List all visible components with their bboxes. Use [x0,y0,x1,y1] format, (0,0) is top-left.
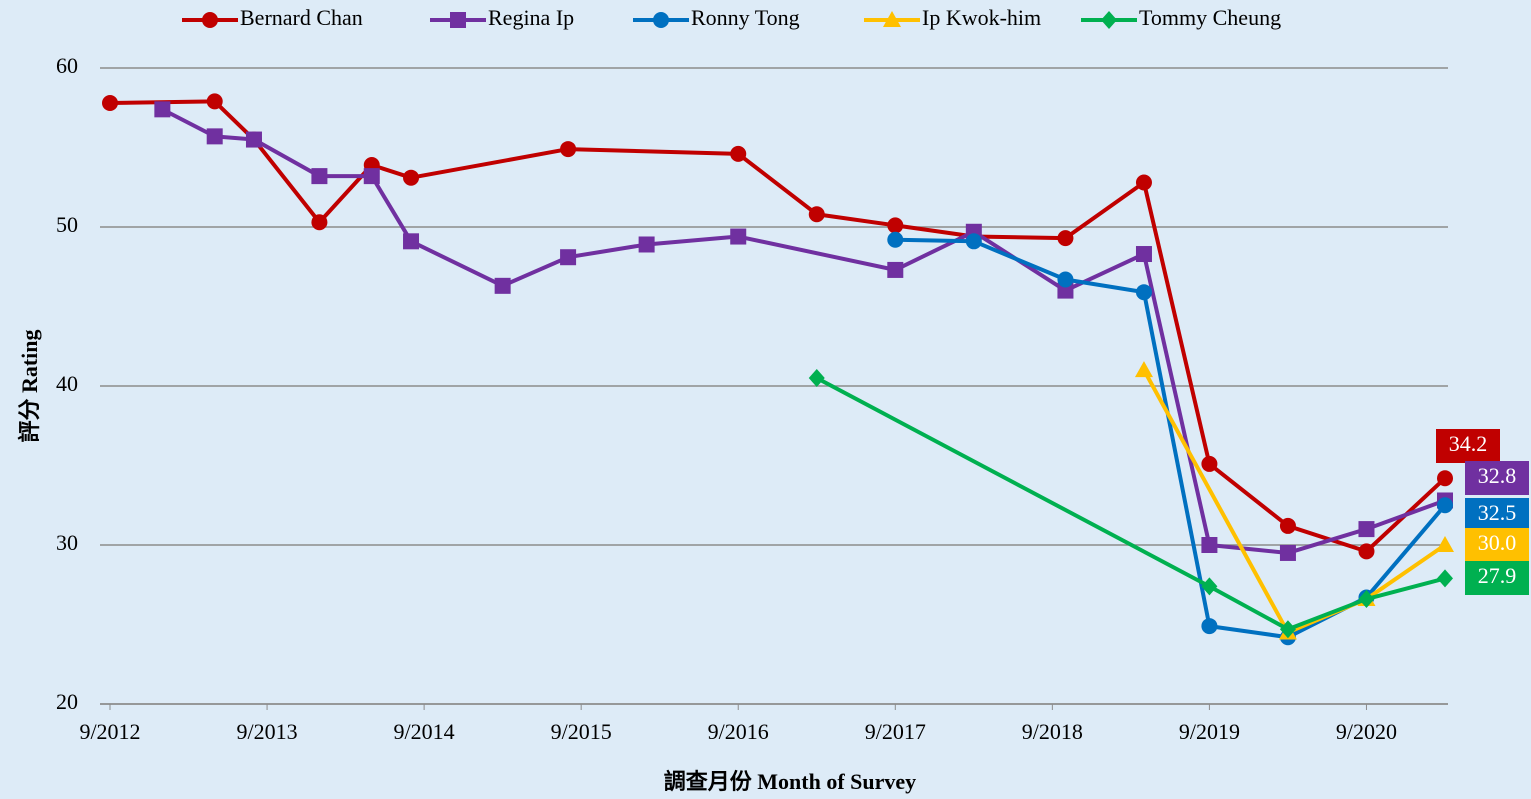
marker [206,128,223,145]
marker [1135,246,1152,263]
value-label-box [1465,528,1529,562]
value-label: 32.8 [1478,463,1517,488]
marker [1135,174,1152,191]
series [154,101,1453,561]
value-label-box [1436,429,1500,463]
legend-item: Bernard Chan [182,5,363,30]
value-label: 30.0 [1478,530,1517,555]
marker [1437,470,1453,487]
value-label-box [1465,561,1529,595]
marker [560,249,577,266]
value-label: 34.2 [1449,431,1488,456]
y-tick-label: 40 [56,371,78,396]
marker [883,11,901,27]
marker [1437,569,1453,588]
marker [311,214,328,231]
marker [1358,543,1375,560]
marker [202,12,218,28]
marker [887,261,904,278]
marker [1279,544,1296,561]
value-label-box [1465,498,1529,532]
legend-label: Regina Ip [488,5,574,30]
legend-label: Bernard Chan [240,5,363,30]
legend-label: Ronny Tong [691,5,800,30]
x-tick-label: 9/2020 [1336,719,1397,744]
marker [1201,455,1218,472]
legend-label: Ip Kwok-him [922,5,1041,30]
marker [403,169,420,186]
marker [887,231,904,248]
marker [653,12,669,28]
marker [1436,536,1454,552]
value-label: 27.9 [1478,563,1517,588]
marker [206,93,223,110]
marker [808,369,825,388]
marker [311,168,328,185]
y-tick-label: 60 [56,53,78,78]
marker [730,228,747,245]
x-tick-label: 9/2014 [394,719,455,744]
marker [1135,284,1152,301]
x-tick-label: 9/2016 [708,719,769,744]
marker [450,12,466,28]
y-tick-label: 30 [56,530,78,555]
marker [363,168,380,185]
x-tick-label: 9/2018 [1022,719,1083,744]
y-axis-title: 評分 Rating [17,329,42,442]
legend-label: Tommy Cheung [1139,5,1281,30]
series-line [815,376,1446,632]
marker [1437,497,1453,514]
value-label-box [1465,461,1529,495]
legend-item: Tommy Cheung [1081,5,1281,30]
x-tick-label: 9/2015 [551,719,612,744]
marker [1201,618,1218,635]
marker [154,101,171,118]
marker [1358,521,1375,538]
marker [1201,537,1218,553]
marker [245,131,262,148]
legend-item: Regina Ip [430,5,574,30]
x-axis-title: 調查月份 Month of Survey [664,769,916,794]
value-label: 32.5 [1478,500,1517,525]
marker [1134,361,1153,378]
series-line [1142,369,1447,635]
x-tick-label: 9/2012 [79,719,140,744]
marker [1201,577,1218,596]
marker [965,233,982,250]
marker [1279,620,1296,639]
marker [1279,517,1296,534]
x-tick-label: 9/2017 [865,719,926,744]
series [102,93,1453,560]
marker [808,206,825,223]
x-tick-label: 9/2019 [1179,719,1240,744]
marker [403,233,420,250]
marker [1057,230,1074,247]
marker [638,236,655,253]
x-tick-label: 9/2013 [236,719,297,744]
marker [560,141,577,158]
marker [1101,11,1117,29]
marker [1057,271,1074,288]
marker [102,94,118,111]
marker [1358,590,1375,609]
marker [887,217,904,234]
marker [730,145,747,162]
marker [1057,282,1074,299]
legend-item: Ronny Tong [633,5,800,30]
y-tick-label: 50 [56,212,78,237]
y-tick-label: 20 [56,689,78,714]
legend-item: Ip Kwok-him [864,5,1041,30]
series [808,369,1453,639]
marker [494,277,511,294]
series-line [161,107,1446,555]
